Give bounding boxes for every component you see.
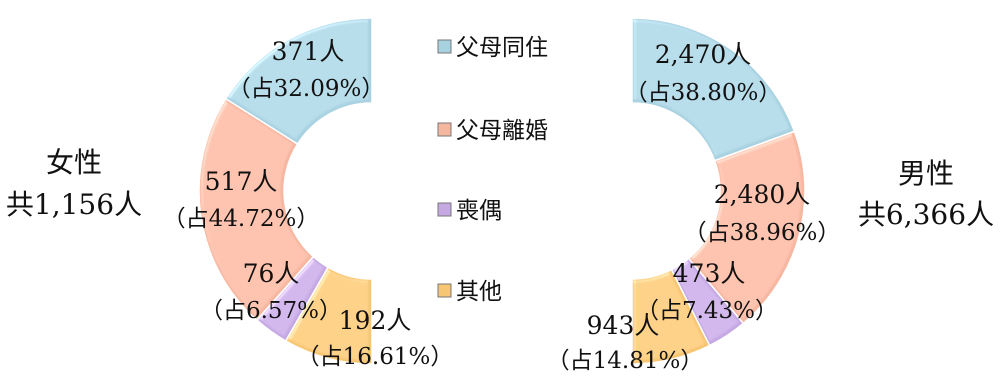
male-title: 男性 [898, 157, 954, 190]
legend-item-divorced: 父母離婚 [437, 118, 548, 144]
male-label-value-2: 473人 [673, 259, 746, 288]
male-label-percent-1: （占38.96%） [684, 220, 841, 246]
male-slice-parents-together [631, 17, 796, 162]
legend-swatch [437, 202, 452, 217]
male-half-donut [631, 17, 806, 365]
female-half-donut [198, 17, 373, 365]
female-label-percent-1: （占44.72%） [163, 206, 320, 232]
male-slice-divorced [687, 130, 806, 325]
legend: 父母同住 父母離婚 喪偶 其他 [437, 35, 548, 305]
male-label-value-3: 943人 [587, 311, 660, 340]
male-total: 共6,366人 [858, 198, 994, 231]
legend-swatch [437, 39, 452, 54]
legend-label: 喪偶 [456, 198, 502, 224]
female-label-percent-3: （占16.61%） [297, 344, 454, 370]
female-label-value-1: 517人 [205, 167, 278, 196]
female-slice-divorced [198, 97, 315, 322]
male-label-percent-0: （占38.80%） [625, 80, 782, 106]
female-label-value-2: 76人 [243, 259, 300, 288]
legend-swatch [437, 283, 452, 298]
legend-swatch [437, 122, 452, 137]
female-slice-other [284, 266, 373, 365]
male-label-percent-2: （占7.43%） [636, 298, 778, 324]
male-label-value-1: 2,480人 [714, 180, 811, 209]
female-label-value-0: 371人 [272, 37, 345, 66]
male-label-value-0: 2,470人 [655, 40, 752, 69]
legend-label: 父母離婚 [456, 118, 548, 144]
female-label-value-3: 192人 [339, 306, 412, 335]
female-title: 女性 [46, 146, 102, 179]
legend-item-parents-together: 父母同住 [437, 35, 548, 61]
legend-label: 其他 [456, 279, 502, 305]
legend-label: 父母同住 [456, 35, 548, 61]
female-label-percent-2: （占6.57%） [200, 298, 342, 324]
female-label-percent-0: （占32.09%） [228, 76, 385, 102]
legend-item-other: 其他 [437, 279, 502, 305]
legend-item-widowed: 喪偶 [437, 198, 502, 224]
male-slice-other [631, 268, 711, 365]
female-total: 共1,156人 [6, 188, 142, 221]
male-label-percent-3: （占14.81%） [547, 348, 704, 374]
